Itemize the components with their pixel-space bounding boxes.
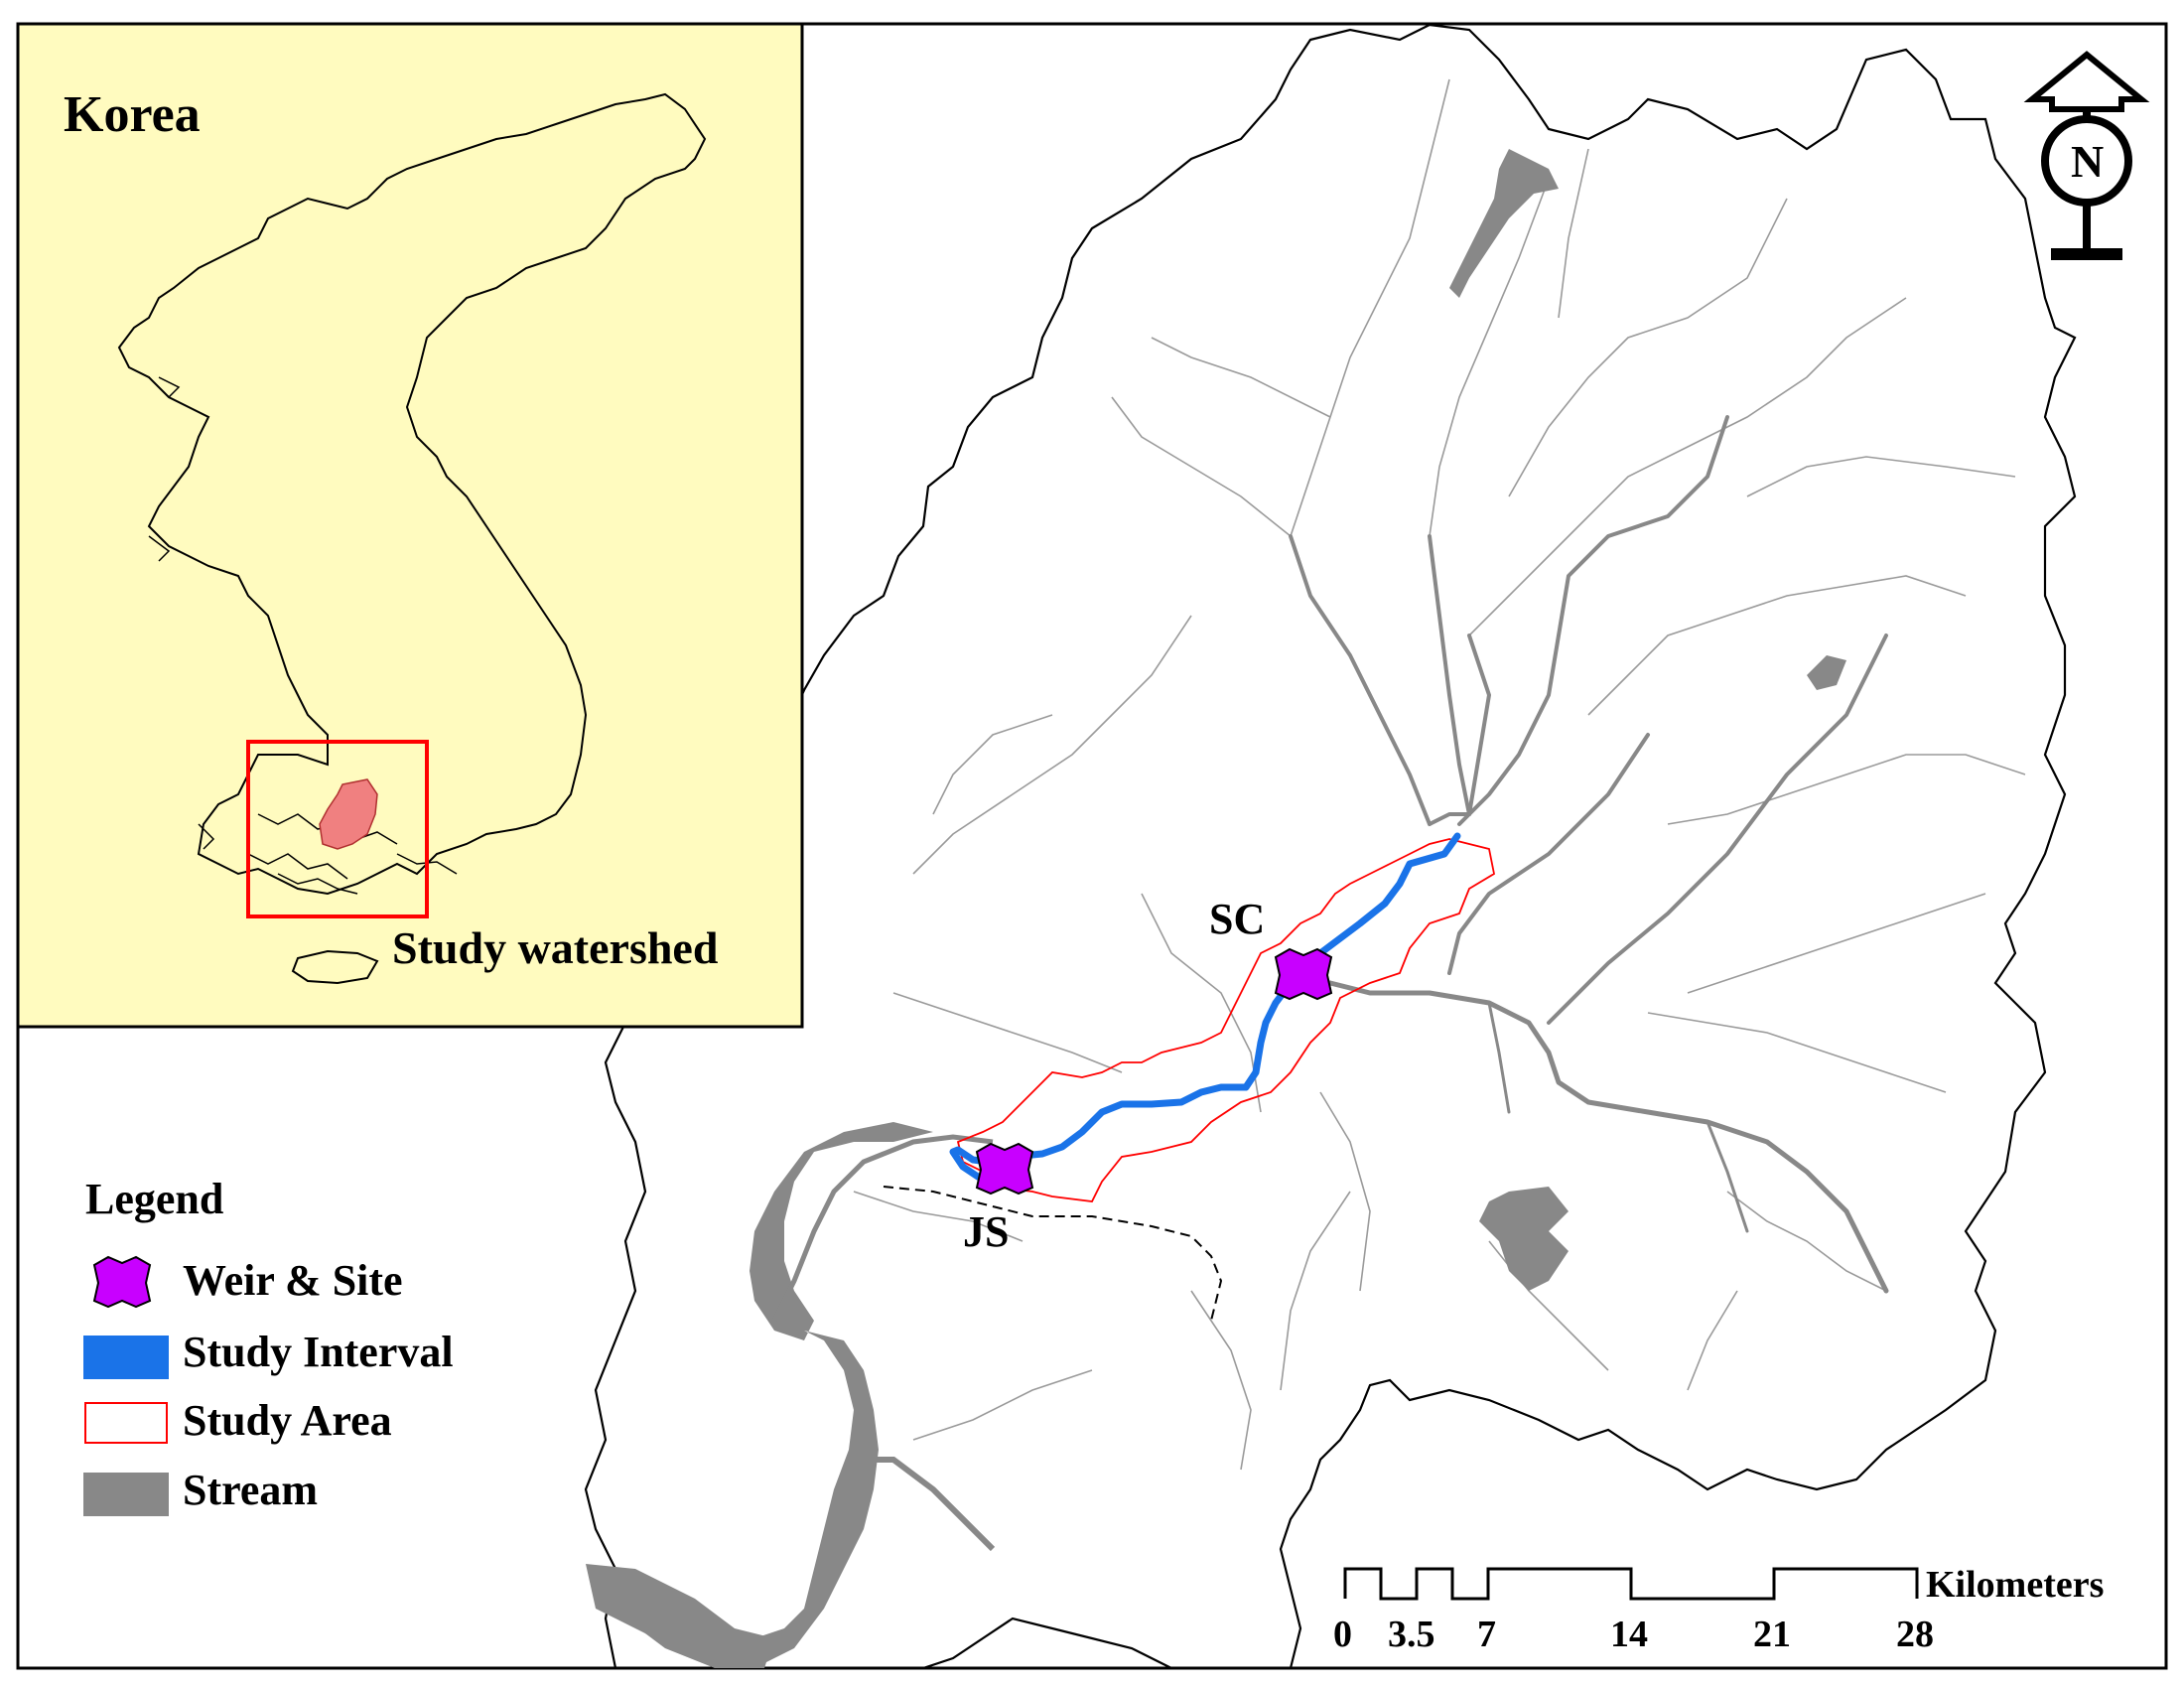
main-river (596, 1122, 933, 1668)
legend-item-area: Study Area (84, 1396, 392, 1445)
legend-item-interval: Study Interval (83, 1328, 454, 1379)
legend-swatch-interval (83, 1336, 169, 1379)
study-watershed-label: Study watershed (392, 922, 719, 973)
site-label-sc: SC (1209, 895, 1265, 943)
scale-tick-2: 7 (1477, 1614, 1496, 1655)
north-letter: N (2071, 136, 2104, 187)
scale-bar: 0 3.5 7 14 21 28 Kilometers (1333, 1564, 2104, 1655)
weir-icon (92, 1255, 152, 1309)
study-interval (949, 832, 1461, 1186)
weir-icon (1274, 947, 1333, 1001)
legend-swatch-area (84, 1402, 168, 1444)
legend: Legend Weir & Site Study Interval Study … (83, 1175, 454, 1516)
study-area (956, 838, 1496, 1202)
tributaries (853, 78, 2026, 1471)
legend-label-stream: Stream (183, 1466, 318, 1514)
scale-tick-4: 21 (1753, 1614, 1791, 1655)
inset-title: Korea (64, 86, 201, 143)
scale-bar-line (1343, 1567, 1919, 1601)
river-channel (771, 1134, 994, 1323)
jeju-island (291, 949, 379, 985)
north-circle (2041, 115, 2132, 207)
scale-tick-3: 14 (1610, 1614, 1648, 1655)
weir-site-js[interactable] (975, 1142, 1034, 1196)
weir-icon (975, 1142, 1034, 1196)
admin-boundary (883, 1186, 1223, 1322)
watershed-boundary (584, 23, 2077, 1670)
scale-tick-0: 0 (1333, 1614, 1352, 1655)
scale-tick-1: 3.5 (1388, 1614, 1435, 1655)
legend-swatch-stream (83, 1473, 169, 1516)
scale-unit: Kilometers (1926, 1564, 2104, 1606)
legend-label-area: Study Area (183, 1396, 392, 1445)
site-label-js: JS (963, 1207, 1009, 1256)
north-arrow: N (2023, 51, 2150, 260)
korea-outline (117, 92, 707, 896)
reservoirs (1449, 149, 1846, 1291)
legend-item-stream: Stream (83, 1466, 318, 1516)
legend-item-weir: Weir & Site (92, 1255, 403, 1309)
main-streams (1289, 415, 1889, 1294)
legend-title: Legend (85, 1175, 223, 1223)
weir-site-sc[interactable] (1274, 947, 1333, 1001)
scale-tick-5: 28 (1896, 1614, 1934, 1655)
legend-label-interval: Study Interval (183, 1328, 454, 1376)
inset-map (16, 22, 804, 1029)
study-box (246, 740, 429, 918)
river-branch (849, 1457, 996, 1552)
estuary (586, 1564, 774, 1668)
watershed-highlight (319, 778, 378, 850)
legend-label-weir: Weir & Site (183, 1256, 403, 1305)
